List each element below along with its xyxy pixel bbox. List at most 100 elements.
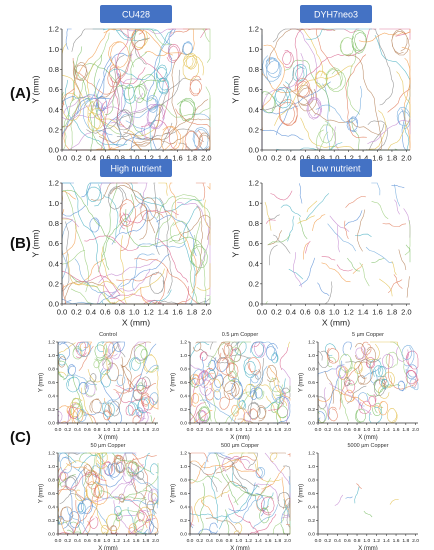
trajectory — [293, 252, 303, 288]
trajectory — [79, 341, 92, 357]
trajectory — [373, 365, 384, 378]
x-axis-label: X (mm) — [230, 435, 249, 441]
x-tick-label: 1.8 — [387, 308, 398, 317]
y-tick-label: 1.0 — [248, 199, 259, 208]
trajectory — [116, 461, 125, 473]
trajectory — [229, 346, 242, 364]
trajectory — [86, 69, 180, 134]
title-banner — [100, 159, 172, 177]
trajectory — [369, 359, 382, 375]
x-tick-label: 1.4 — [358, 308, 369, 317]
x-tick-label: 1.2 — [343, 154, 354, 163]
trajectory — [371, 201, 389, 220]
y-tick-label: 0.8 — [308, 478, 315, 484]
trajectory — [324, 370, 335, 404]
trajectory — [182, 55, 205, 81]
y-tick-label: 0.0 — [308, 532, 315, 538]
x-tick-label: 1.4 — [255, 538, 262, 544]
trajectory — [197, 406, 211, 423]
trajectory — [213, 389, 222, 401]
y-tick-label: 1.2 — [48, 451, 55, 457]
x-tick-label: 0.8 — [114, 154, 125, 163]
x-tick-label: 0.8 — [314, 154, 325, 163]
x-tick-label: 1.8 — [187, 308, 198, 317]
x-tick-label: 0.6 — [84, 538, 91, 544]
trajectory — [327, 223, 356, 252]
x-tick-label: 2.0 — [412, 538, 419, 544]
y-tick-label: 0.4 — [48, 394, 55, 400]
trajectory — [195, 221, 207, 305]
y-tick-label: 1.0 — [248, 45, 259, 54]
trajectory — [61, 189, 116, 244]
x-tick-label: 0.6 — [100, 308, 111, 317]
trajectory — [317, 350, 330, 368]
trajectory — [61, 221, 70, 295]
trajectory — [169, 236, 206, 275]
trajectory — [83, 452, 96, 486]
y-tick-label: 0.4 — [308, 505, 315, 511]
trajectory — [406, 276, 410, 298]
trajectory — [279, 347, 288, 371]
trajectory — [382, 353, 394, 370]
trajectory — [346, 116, 359, 133]
trajectory — [132, 253, 155, 291]
trajectory — [178, 214, 211, 242]
trajectory — [371, 182, 381, 196]
trajectory — [169, 182, 177, 219]
trajectory — [230, 384, 252, 422]
y-tick-label: 1.0 — [48, 464, 55, 470]
trajectory — [97, 452, 102, 498]
trajectory — [156, 77, 170, 95]
x-tick-label: 0.0 — [315, 427, 322, 433]
trajectory — [130, 343, 157, 403]
y-axis-label: Y (mm) — [299, 484, 305, 503]
trajectory — [63, 95, 105, 114]
x-tick-label: 1.8 — [274, 427, 281, 433]
trajectory — [354, 342, 366, 361]
trajectory — [129, 357, 141, 371]
y-tick-label: 0.4 — [180, 394, 187, 400]
trajectory — [274, 65, 354, 126]
trajectory — [356, 483, 362, 489]
trajectory — [155, 64, 168, 84]
y-tick-label: 0.6 — [248, 85, 259, 94]
x-tick-label: 0.6 — [216, 538, 223, 544]
trajectory — [361, 365, 380, 378]
x-tick-label: 1.8 — [142, 427, 149, 433]
trajectory — [146, 94, 159, 113]
x-axis-label: X (mm) — [98, 546, 117, 550]
trajectory — [133, 341, 146, 361]
trajectory — [66, 405, 75, 416]
trajectory — [339, 355, 368, 410]
trajectory — [116, 509, 152, 520]
y-tick-label: 1.2 — [248, 25, 259, 34]
trajectory — [92, 481, 130, 502]
trajectory — [321, 256, 336, 261]
trajectory — [265, 301, 268, 305]
trajectory — [75, 341, 87, 359]
trajectory — [211, 466, 219, 523]
trajectory — [137, 509, 145, 522]
x-tick-label: 1.4 — [358, 154, 369, 163]
trajectory — [405, 350, 419, 370]
trajectory — [394, 199, 400, 215]
trajectory — [365, 357, 376, 369]
x-tick-label: 0.2 — [71, 308, 82, 317]
trajectory — [114, 54, 128, 142]
x-tick-label: 1.0 — [129, 154, 140, 163]
trajectory — [156, 194, 211, 226]
x-axis-label: X (mm) — [358, 435, 377, 441]
row-label-c: (C) — [10, 429, 31, 446]
x-tick-label: 0.4 — [334, 427, 341, 433]
trajectory — [345, 357, 382, 363]
trajectory — [99, 384, 148, 405]
trajectory — [61, 132, 91, 151]
trajectory — [146, 103, 165, 130]
x-tick-label: 1.8 — [402, 427, 409, 433]
trajectory — [260, 496, 275, 516]
x-axis-label: X (mm) — [358, 546, 377, 550]
x-tick-label: 0.4 — [86, 308, 97, 317]
trajectory — [68, 511, 81, 529]
